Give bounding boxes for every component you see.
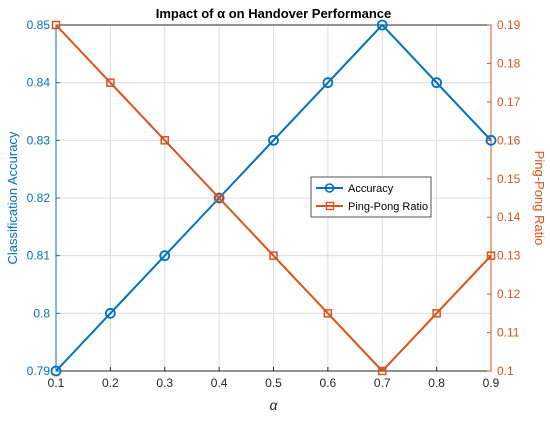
x-tick-label: 0.2 bbox=[102, 376, 119, 390]
y-right-tick-label: 0.18 bbox=[497, 56, 521, 70]
series-line-accuracy bbox=[55, 23, 492, 372]
y-left-tick-label: 0.82 bbox=[27, 191, 51, 205]
x-tick-label: 0.1 bbox=[48, 376, 65, 390]
legend-label: Accuracy bbox=[348, 183, 394, 195]
data-point-square bbox=[323, 309, 333, 318]
y-right-tick-label: 0.12 bbox=[497, 287, 521, 301]
y-left-tick-label: 0.85 bbox=[27, 18, 51, 32]
data-point-circle bbox=[431, 77, 443, 89]
x-tick-label: 0.4 bbox=[211, 376, 228, 390]
data-point-square bbox=[51, 20, 61, 30]
ticks: 0.1 0.2 0.3 0.4 0.5 0.6 0.7 0.8 0.9 0.79 0.8 0.81 0.… bbox=[27, 18, 521, 390]
x-axis-label: α bbox=[270, 397, 279, 413]
chart-title: Impact of α on Handover Performance bbox=[156, 6, 392, 21]
x-tick-label: 0.3 bbox=[156, 376, 173, 390]
y-left-tick-label: 0.81 bbox=[27, 249, 51, 263]
data-point-circle bbox=[322, 77, 334, 89]
y-left-tick-label: 0.83 bbox=[27, 133, 51, 147]
data-point-square bbox=[269, 251, 278, 260]
data-point-square bbox=[486, 251, 496, 260]
data-point-circle bbox=[213, 192, 225, 204]
y-right-tick-label: 0.13 bbox=[497, 249, 521, 263]
x-tick-label: 0.6 bbox=[320, 376, 337, 390]
data-point-circle bbox=[104, 307, 116, 319]
data-point-circle bbox=[485, 134, 497, 146]
legend-marker-square bbox=[325, 201, 335, 211]
y-right-tick-label: 0.17 bbox=[497, 95, 521, 109]
y-right-tick-label: 0.1 bbox=[497, 364, 514, 378]
y-right-tick-label: 0.19 bbox=[497, 18, 521, 32]
y-left-tick-label: 0.84 bbox=[27, 76, 51, 90]
data-point-circle bbox=[50, 365, 62, 377]
legend-marker-circle bbox=[324, 183, 335, 193]
series-line-ping-pong-ratio bbox=[55, 24, 492, 373]
x-tick-label: 0.7 bbox=[374, 376, 391, 390]
data-point-circle bbox=[376, 19, 388, 31]
data-point-square bbox=[106, 78, 115, 87]
data-point-square bbox=[214, 193, 224, 203]
y-axis-label-left: Classification Accuracy bbox=[5, 131, 20, 264]
x-tick-label: 0.9 bbox=[483, 376, 500, 390]
y-right-tick-label: 0.16 bbox=[497, 133, 521, 147]
y-right-tick-label: 0.11 bbox=[497, 326, 520, 340]
y-axis-label-right: Ping-Pong Ratio bbox=[532, 151, 547, 246]
y-left-tick-label: 0.8 bbox=[33, 306, 50, 320]
y-left-tick-label: 0.79 bbox=[27, 364, 51, 378]
legend-label: Ping-Pong Ratio bbox=[348, 201, 428, 213]
data-point-square bbox=[432, 309, 441, 318]
series bbox=[50, 19, 497, 377]
legend: Accuracy Ping-Pong Ratio bbox=[310, 176, 432, 218]
x-tick-label: 0.8 bbox=[428, 376, 445, 390]
data-point-square bbox=[378, 366, 387, 376]
y-right-tick-label: 0.15 bbox=[497, 172, 521, 186]
data-point-circle bbox=[159, 250, 171, 262]
y-right-tick-label: 0.14 bbox=[497, 210, 521, 224]
x-tick-label: 0.5 bbox=[265, 376, 282, 390]
data-point-circle bbox=[268, 134, 279, 146]
data-point-square bbox=[160, 136, 169, 145]
